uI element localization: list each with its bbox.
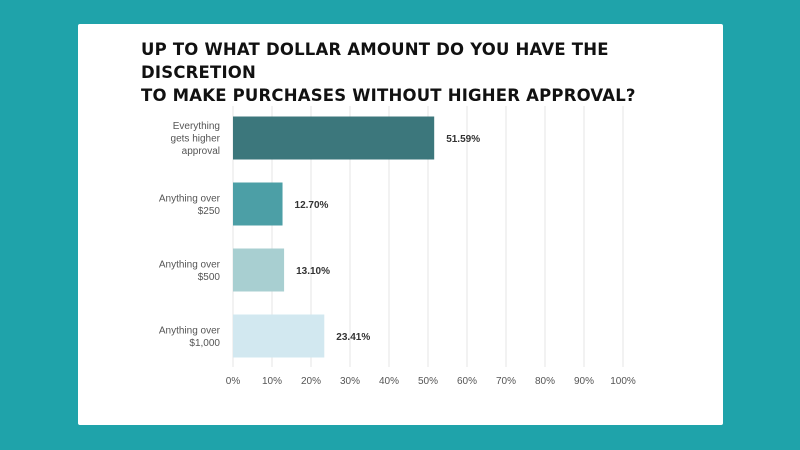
x-tick-label: 80% [535,376,555,387]
value-label: 13.10% [296,266,330,277]
chart-card: UP TO WHAT DOLLAR AMOUNT DO YOU HAVE THE… [78,24,723,425]
x-tick-label: 70% [496,376,516,387]
label-layer: 0% 10% 20% 30% 40% 50% 60% 70% 80% 90% 100% 51.59% E… [159,121,636,387]
chart-title-line-2: TO MAKE PURCHASES WITHOUT HIGHER APPROVA… [141,86,636,105]
bar-1 [233,182,283,226]
bar-3 [233,314,325,358]
bar-2 [233,248,285,292]
bar-chart: 0% 10% 20% 30% 40% 50% 60% 70% 80% 90% 100% 51.59% E… [159,106,636,387]
chart-title-line-1: UP TO WHAT DOLLAR AMOUNT DO YOU HAVE THE… [141,40,609,82]
category-label: Anything over $500 [159,259,221,283]
value-label: 12.70% [295,200,329,211]
x-tick-label: 0% [226,376,241,387]
bar-0 [233,116,435,160]
x-tick-label: 10% [262,376,282,387]
value-label: 51.59% [446,134,480,145]
category-label: Anything over $250 [159,193,221,217]
value-label: 23.41% [336,332,370,343]
x-tick-label: 100% [610,376,636,387]
x-tick-label: 20% [301,376,321,387]
bar-layer [233,116,435,358]
category-label: Anything over $1,000 [159,325,221,349]
x-tick-label: 40% [379,376,399,387]
x-tick-label: 90% [574,376,594,387]
x-tick-label: 50% [418,376,438,387]
chart-title: UP TO WHAT DOLLAR AMOUNT DO YOU HAVE THE… [141,38,711,107]
x-tick-label: 60% [457,376,477,387]
x-tick-label: 30% [340,376,360,387]
category-label: Everything gets higher approval [171,121,221,157]
